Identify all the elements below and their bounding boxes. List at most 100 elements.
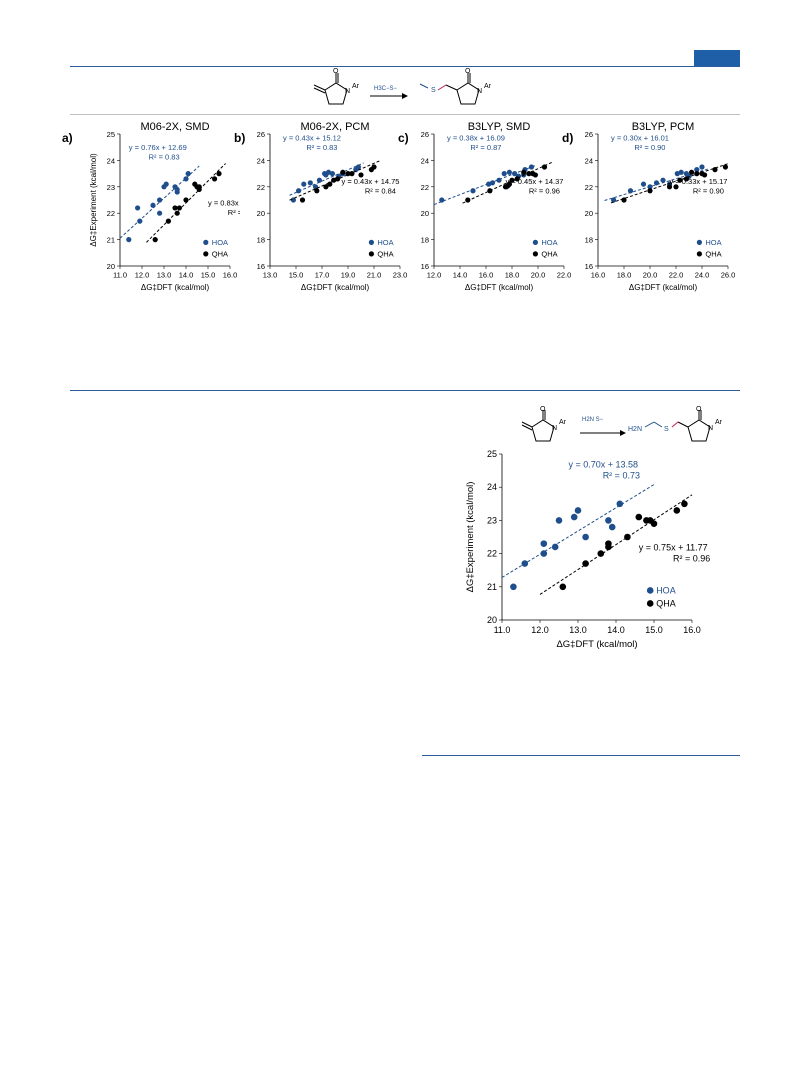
y-tick-label: 21 — [487, 582, 497, 592]
data-point-qha — [673, 184, 679, 190]
y-tick-label: 25 — [487, 449, 497, 459]
data-point-hoa — [608, 523, 616, 531]
x-tick-label: 19.0 — [341, 271, 356, 280]
r2-hoa: R² = 0.83 — [306, 143, 337, 152]
section-rule — [70, 390, 740, 391]
data-point-hoa — [540, 540, 548, 547]
x-tick-label: 14.0 — [607, 625, 625, 635]
legend-marker-hoa — [203, 239, 209, 245]
figure-divider — [70, 114, 740, 115]
r2-hoa: R² = 0.73 — [603, 470, 640, 480]
legend-label-hoa: HOA — [212, 238, 228, 247]
equation-qha: y = 0.45x + 14.37 — [506, 177, 564, 186]
carbonyl-o-label: O — [333, 68, 339, 75]
y-tick-label: 22 — [421, 183, 429, 192]
y-tick-label: 22 — [585, 183, 593, 192]
data-point-hoa — [555, 517, 563, 524]
data-point-qha — [521, 169, 527, 175]
data-point-qha — [371, 164, 377, 170]
equation-qha: y = 0.83x + 10.77 — [208, 198, 240, 207]
trendline-hoa — [119, 165, 200, 239]
x-axis-label: ΔG‡DFT (kcal/mol) — [141, 283, 210, 292]
data-point-qha — [559, 583, 567, 591]
o-label-3: O — [696, 406, 702, 413]
x-tick-label: 13.0 — [569, 625, 587, 635]
x-tick-label: 20.0 — [643, 271, 658, 280]
data-point-hoa — [312, 184, 319, 190]
data-point-hoa — [674, 171, 680, 177]
data-point-hoa — [506, 169, 512, 175]
ar-label-2: Ar — [559, 419, 567, 426]
header-accent-bar — [694, 50, 740, 66]
x-tick-label: 14.0 — [453, 271, 468, 280]
equation-qha: y = 0.43x + 14.75 — [342, 177, 400, 186]
data-point-hoa — [486, 181, 492, 187]
reagent-label-2: H2N S− — [582, 417, 604, 423]
legend-marker-hoa — [368, 239, 374, 245]
data-point-hoa — [301, 181, 307, 187]
y-tick-label: 24 — [487, 482, 497, 492]
panel-label: d) — [562, 131, 573, 145]
data-point-qha — [165, 218, 171, 224]
data-point-hoa — [137, 218, 143, 224]
y-tick-label: 24 — [585, 156, 593, 165]
data-point-qha — [702, 172, 708, 178]
ar-label-3: Ar — [715, 419, 723, 426]
data-point-qha — [340, 169, 346, 175]
y-tick-label: 20 — [257, 209, 265, 218]
data-point-qha — [509, 177, 515, 183]
data-point-hoa — [183, 176, 189, 182]
y-tick-label: 22 — [487, 549, 497, 559]
panel-label: a) — [62, 131, 73, 145]
chart-a: M06-2X, SMD a) 20 21 22 23 24 25 11.0 12.0 13.0 14.… — [62, 121, 240, 292]
legend-marker-qha — [368, 251, 374, 257]
data-point-qha — [487, 188, 493, 194]
product-o-label: O — [465, 68, 471, 75]
data-point-qha — [358, 172, 364, 178]
data-point-hoa — [582, 533, 589, 541]
data-point-qha — [650, 520, 658, 528]
x-tick-label: 18.0 — [617, 271, 632, 280]
data-point-qha — [349, 171, 355, 177]
product-lactam — [419, 73, 480, 105]
y-tick-label: 24 — [421, 156, 429, 165]
data-point-qha — [299, 197, 306, 203]
data-point-hoa — [501, 171, 507, 177]
x-tick-label: 21.0 — [367, 271, 382, 280]
data-point-hoa — [126, 237, 132, 243]
data-point-hoa — [439, 197, 445, 203]
data-point-hoa — [640, 181, 647, 187]
x-tick-label: 16.0 — [683, 625, 701, 635]
data-point-qha — [541, 164, 548, 170]
x-axis-label: ΔG‡DFT (kcal/mol) — [465, 283, 534, 292]
data-point-hoa — [489, 180, 496, 186]
data-point-qha — [152, 237, 158, 243]
data-point-hoa — [528, 164, 535, 170]
trendline-qha — [610, 163, 729, 204]
data-point-qha — [212, 176, 218, 182]
data-point-hoa — [694, 167, 700, 173]
reactant-lactam-2 — [521, 410, 555, 442]
n-label: N — [345, 88, 350, 95]
x-tick-label: 26.0 — [721, 271, 736, 280]
trendline-qha — [146, 163, 226, 243]
data-point-qha — [174, 210, 180, 216]
x-tick-label: 17.0 — [315, 271, 330, 280]
data-point-hoa — [611, 197, 617, 203]
equation-hoa: y = 0.43x + 15.12 — [283, 134, 341, 143]
data-point-hoa — [185, 171, 191, 177]
data-point-hoa — [150, 202, 156, 208]
data-point-qha — [624, 533, 631, 541]
r2-qha: R² = 0.90 — [693, 187, 724, 196]
r2-hoa: R² = 0.90 — [634, 143, 665, 152]
x-tick-label: 15.0 — [289, 271, 304, 280]
y-tick-label: 22 — [257, 183, 265, 192]
reaction-scheme-top: O N Ar H3C−S− S O N Ar — [313, 68, 492, 105]
n-label-3: N — [708, 425, 713, 432]
x-tick-label: 15.0 — [201, 271, 216, 280]
data-point-qha — [331, 177, 337, 183]
legend-label-qha: QHA — [377, 249, 393, 258]
equation-hoa: y = 0.76x + 12.69 — [129, 143, 187, 152]
x-axis-label: ΔG‡DFT (kcal/mol) — [301, 283, 370, 292]
trendline-hoa — [433, 165, 536, 206]
